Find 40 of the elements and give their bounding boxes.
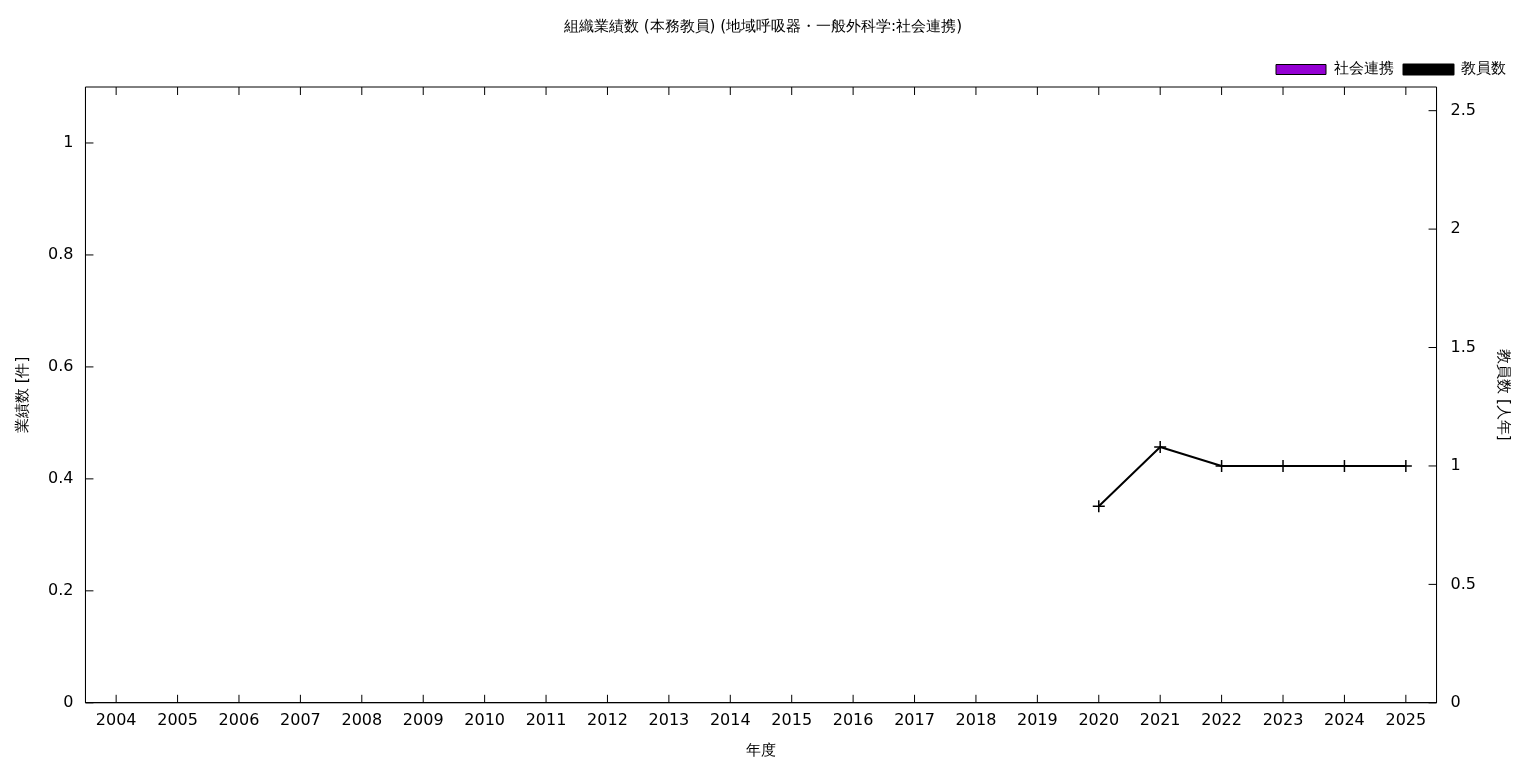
y-tick-label: 0.6 [47, 356, 74, 376]
y2-axis-title: 教員数 [人年] [1495, 349, 1514, 441]
x-tick-label: 2023 [1262, 709, 1304, 729]
x-tick-label: 2025 [1385, 709, 1427, 729]
x-tick-label: 2010 [464, 709, 505, 729]
x-tick-label: 2013 [648, 709, 690, 729]
x-tick-label: 2009 [402, 709, 444, 729]
y-tick-label: 0.8 [47, 244, 74, 264]
x-tick-label: 2019 [1017, 709, 1058, 729]
x-tick-label: 2014 [709, 709, 751, 729]
x-tick-label: 2016 [832, 709, 874, 729]
legend-label: 教員数 [1461, 59, 1506, 78]
x-tick-label: 2018 [955, 709, 997, 729]
x-tick-label: 2021 [1139, 709, 1181, 729]
x-tick-label: 2004 [95, 709, 137, 729]
y2-tick-label: 2.5 [1450, 99, 1477, 119]
y-tick-label: 1 [63, 132, 74, 152]
y-axis-title: 業績数 [件] [12, 356, 31, 434]
y2-tick-label: 2 [1450, 218, 1461, 238]
x-tick-label: 2024 [1324, 709, 1365, 729]
x-tick-label: 2020 [1078, 709, 1120, 729]
y-tick-label: 0.4 [47, 468, 74, 488]
x-tick-label: 2005 [157, 709, 198, 729]
y-tick-label: 0 [63, 691, 74, 711]
x-tick-label: 2006 [218, 709, 260, 729]
y2-tick-label: 0 [1450, 691, 1461, 711]
x-tick-label: 2008 [341, 709, 383, 729]
x-tick-label: 2015 [771, 709, 813, 729]
y2-tick-label: 1 [1450, 455, 1461, 475]
x-tick-label: 2012 [587, 709, 628, 729]
y-tick-label: 0.2 [47, 579, 74, 599]
x-tick-label: 2011 [525, 709, 567, 729]
x-tick-label: 2022 [1201, 709, 1242, 729]
y2-tick-label: 0.5 [1450, 573, 1477, 593]
legend-label: 社会連携 [1333, 59, 1394, 78]
x-tick-label: 2017 [894, 709, 935, 729]
x-tick-label: 2007 [280, 709, 321, 729]
y2-tick-label: 1.5 [1450, 336, 1477, 356]
chart-title: 組織業績数 (本務教員) (地域呼吸器・一般外科学:社会連携) [563, 16, 962, 35]
x-axis-title: 年度 [746, 740, 776, 759]
